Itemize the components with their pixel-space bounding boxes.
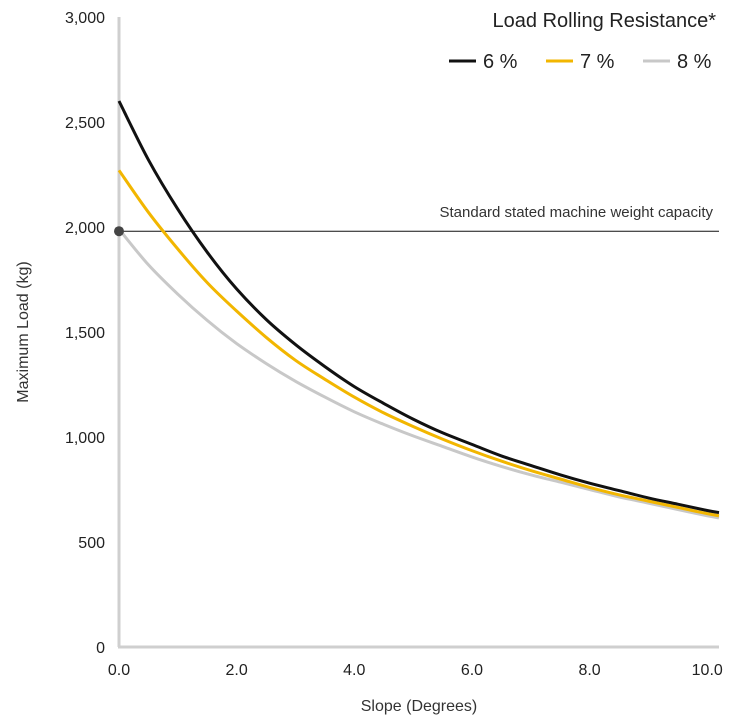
y-tick-label: 1,500 <box>65 325 105 342</box>
legend-items: 6 % 7 % 8 % <box>449 51 712 73</box>
y-axis-title: Maximum Load (kg) <box>15 261 32 402</box>
series-line <box>117 100 720 515</box>
reference-line-label: Standard stated machine weight capacity <box>440 204 714 221</box>
reference-marker <box>114 226 124 237</box>
axes <box>117 17 719 649</box>
y-tick-label: 3,000 <box>65 10 105 27</box>
x-tick-label: 2.0 <box>226 662 248 679</box>
series-line <box>117 228 720 520</box>
y-tick-label: 2,000 <box>65 220 105 237</box>
reference-line-group: Standard stated machine weight capacity <box>119 204 719 232</box>
legend-label: 8 % <box>677 51 712 73</box>
x-tick-label: 4.0 <box>343 662 365 679</box>
series-line <box>117 169 720 518</box>
x-tick-label: 8.0 <box>578 662 600 679</box>
x-tick-label: 10.0 <box>692 662 723 679</box>
tick-labels: 0 500 1,000 1,500 2,000 2,500 3,000 0.0 2.0 4.0 6.… <box>65 10 723 679</box>
y-tick-label: 500 <box>78 535 105 552</box>
y-tick-label: 1,000 <box>65 430 105 447</box>
legend-title: Load Rolling Resistance* <box>493 10 717 32</box>
y-tick-label: 0 <box>96 640 105 657</box>
y-tick-label: 2,500 <box>65 115 105 132</box>
x-tick-label: 6.0 <box>461 662 483 679</box>
x-axis-title: Slope (Degrees) <box>361 698 478 715</box>
legend-label: 6 % <box>483 51 518 73</box>
x-tick-label: 0.0 <box>108 662 130 679</box>
legend: Load Rolling Resistance* 6 % 7 % 8 % <box>449 10 716 73</box>
legend-label: 7 % <box>580 51 615 73</box>
series-lines <box>117 100 720 520</box>
